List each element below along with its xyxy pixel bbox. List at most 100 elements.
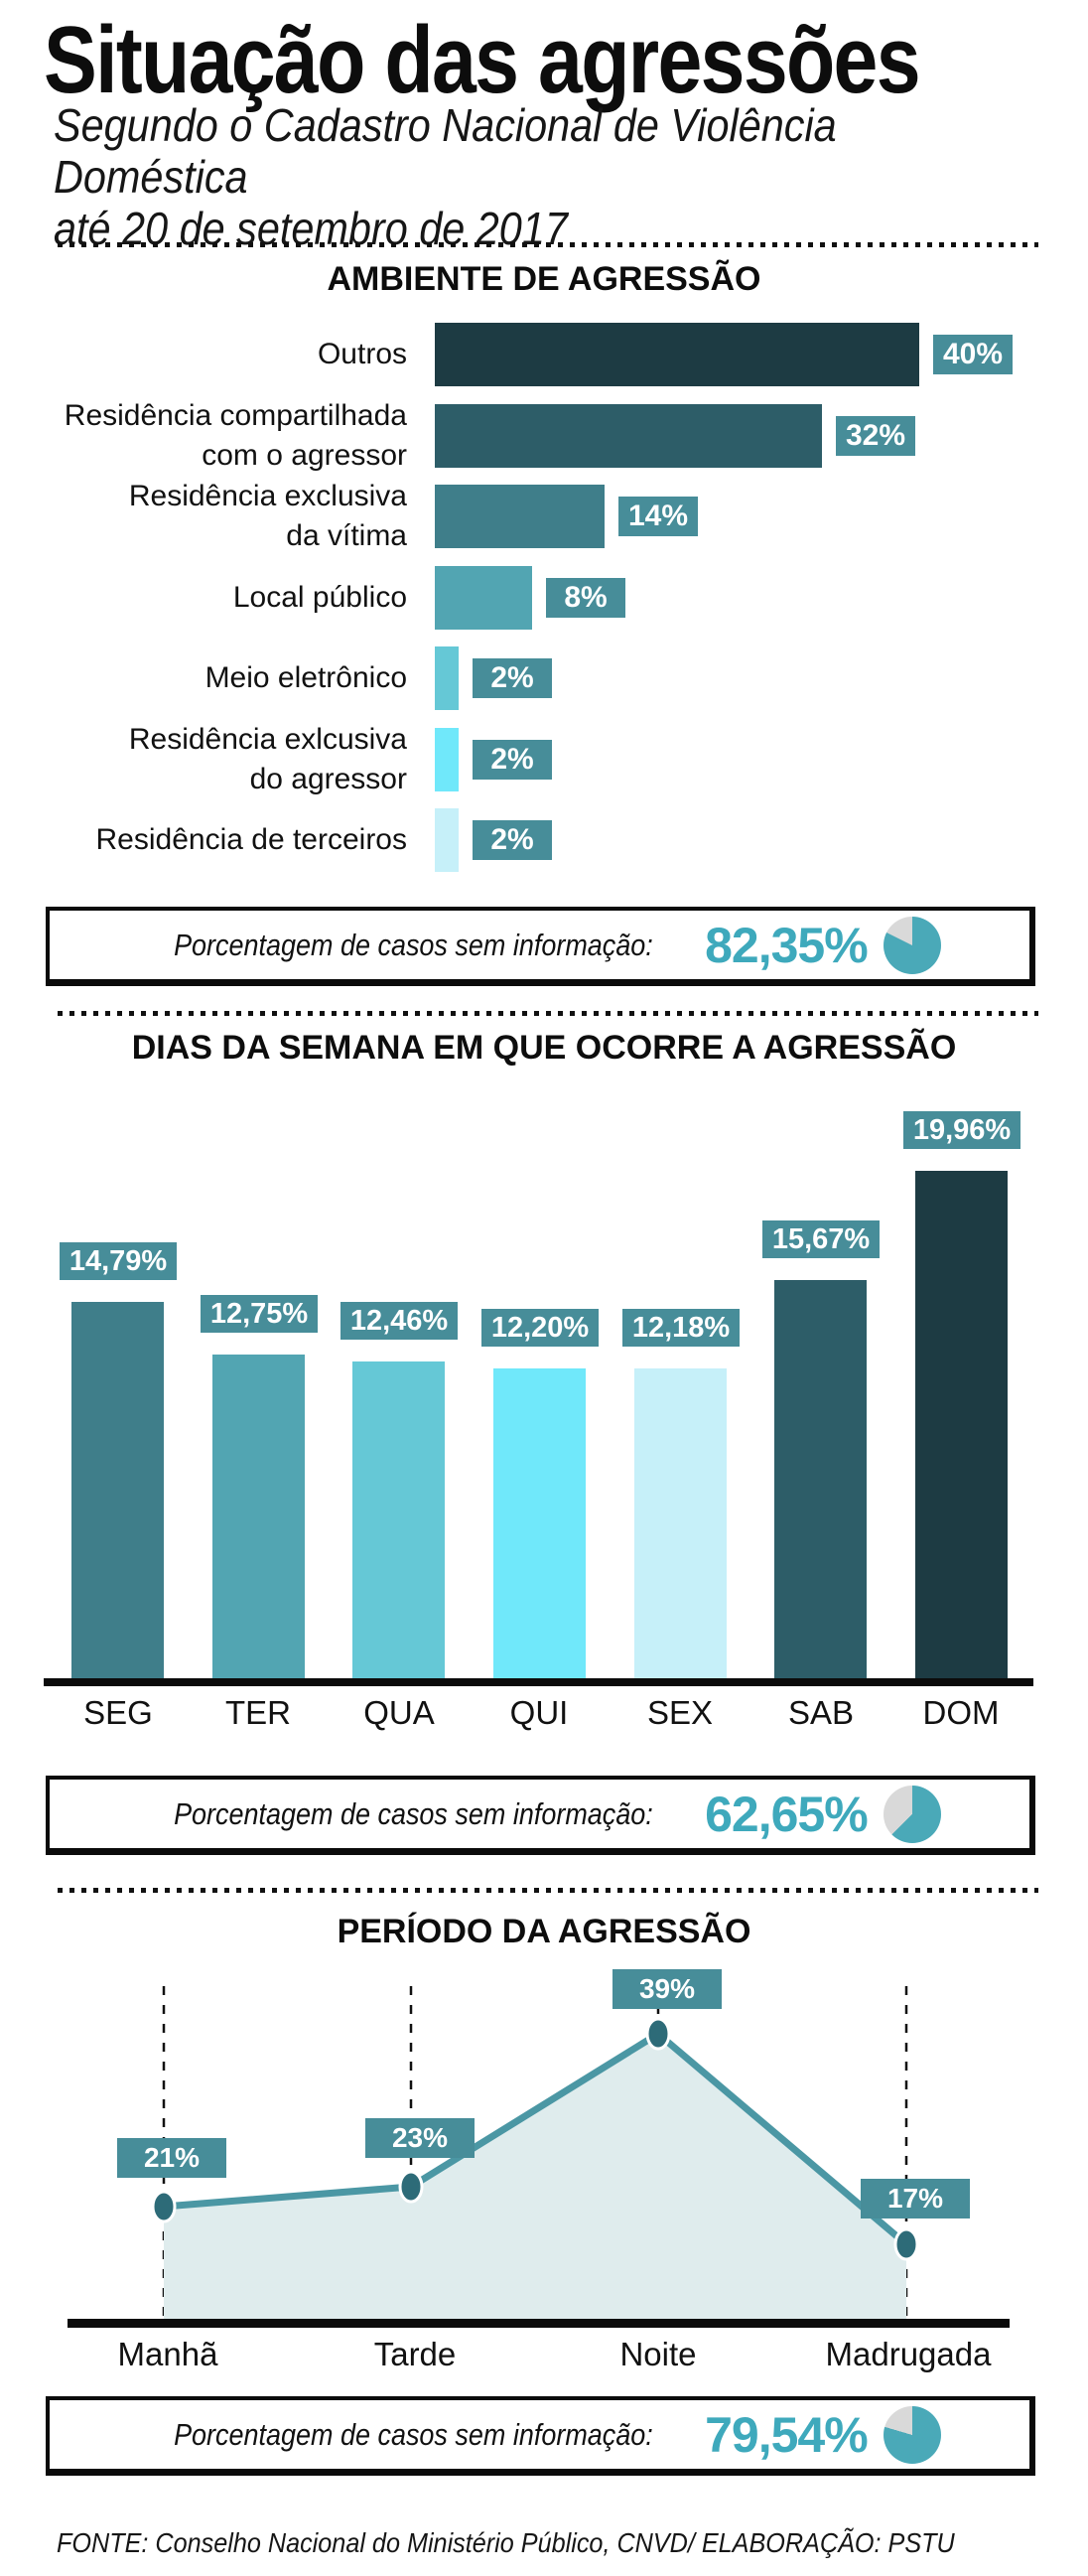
bar-row-residencia-compartilhada: Residência compartilhada com o agressor …: [0, 399, 1088, 472]
bar-row-residencia-terceiros: Residência de terceiros 2%: [0, 808, 1088, 872]
value-badge: 40%: [933, 335, 1013, 374]
no-info-value: 79,54%: [705, 2406, 869, 2463]
v-bar-dom: [915, 1171, 1008, 1678]
dotted-separator: [58, 1011, 1038, 1016]
value-text: 23%: [391, 2122, 449, 2153]
data-point-tarde: [398, 2170, 424, 2204]
bar-label: Residência de terceiros: [95, 823, 408, 856]
value-text: 12,46%: [349, 1304, 449, 1337]
pie-icon: [883, 2405, 941, 2464]
period-area: [164, 2034, 906, 2323]
h-bar: [435, 323, 919, 386]
bar-row-residencia-exclusiva-vitima: Residência exclusiva da vítima 14%: [0, 480, 1088, 552]
value-text: 40%: [942, 338, 1004, 370]
v-bar-sab: [774, 1280, 867, 1678]
h-bar: [435, 646, 459, 710]
value-badge: 8%: [546, 578, 625, 618]
bar-row-outros: Outros 40%: [0, 323, 1088, 386]
data-point-noite: [645, 2017, 671, 2051]
dotted-separator: [58, 242, 1038, 247]
source-credit: FONTE: Conselho Nacional do Ministério P…: [57, 2527, 955, 2558]
value-text: 12,20%: [490, 1311, 590, 1344]
day-label-qui: QUI: [509, 1694, 569, 1731]
value-badge: 15,67%: [762, 1220, 880, 1258]
day-label-ter: TER: [225, 1694, 291, 1731]
bar-row-local-publico: Local público 8%: [0, 566, 1088, 630]
h-bar: [435, 485, 605, 548]
value-text: 12,75%: [209, 1297, 309, 1330]
bar-row-residencia-exclusiva-agressor: Residência exlcusiva do agressor 2%: [0, 723, 1088, 795]
value-text: 32%: [845, 419, 906, 452]
bar-label: Meio eletrônico: [204, 661, 407, 694]
value-text: 19,96%: [912, 1113, 1012, 1146]
value-badge: 14%: [618, 497, 698, 536]
day-label-qua: QUA: [363, 1694, 435, 1731]
value-badge: 2%: [473, 820, 552, 860]
section-title-dias: DIAS DA SEMANA EM QUE OCORRE A AGRESSÃO: [131, 1029, 957, 1067]
page-subtitle: Segundo o Cadastro Nacional de Violência…: [54, 99, 837, 254]
value-badge: 12,20%: [481, 1309, 599, 1347]
bar-label: Outros: [317, 338, 407, 370]
day-label-sab: SAB: [787, 1694, 855, 1731]
page-title: Situação das agressões: [44, 7, 921, 113]
no-info-label: Porcentagem de casos sem informação:: [174, 2416, 654, 2452]
data-point-manha: [151, 2190, 177, 2223]
value-text: 12,18%: [631, 1311, 731, 1344]
v-bar-qua: [352, 1361, 445, 1678]
value-badge: 17%: [861, 2179, 970, 2218]
section-title-ambiente: AMBIENTE DE AGRESSÃO: [327, 260, 761, 298]
v-bar-ter: [212, 1355, 305, 1678]
value-text: 2%: [490, 743, 534, 776]
value-badge: 2%: [473, 658, 552, 698]
bar-row-meio-eletronico: Meio eletrônico 2%: [0, 646, 1088, 710]
value-text: 2%: [490, 661, 534, 694]
value-badge: 19,96%: [903, 1111, 1020, 1149]
value-text: 21%: [143, 2142, 201, 2173]
h-bar: [435, 404, 822, 468]
value-text: 39%: [638, 1973, 696, 2004]
x-axis: [68, 2319, 1010, 2328]
value-text: 2%: [490, 823, 534, 856]
v-bar-sex: [634, 1368, 727, 1678]
value-badge: 12,18%: [622, 1309, 740, 1347]
h-bar: [435, 808, 459, 872]
v-bar-qui: [493, 1368, 586, 1678]
bar-label: Residência compartilhada com o agressor: [64, 399, 407, 472]
no-info-label: Porcentagem de casos sem informação:: [174, 927, 654, 962]
no-info-label: Porcentagem de casos sem informação:: [174, 1795, 654, 1831]
value-text: 14%: [627, 500, 689, 532]
value-badge: 2%: [473, 740, 552, 780]
no-info-value: 82,35%: [705, 917, 869, 973]
period-line: [160, 2030, 910, 2248]
value-text: 15,67%: [771, 1222, 871, 1255]
bar-label: Residência exclusiva da vítima: [128, 480, 407, 552]
period-label-noite: Noite: [619, 2336, 697, 2372]
value-text: 17%: [886, 2183, 944, 2214]
no-info-box-periodo: Porcentagem de casos sem informação: 79,…: [46, 2396, 1035, 2476]
data-point-madrugada: [893, 2227, 919, 2261]
value-badge: 12,46%: [340, 1302, 458, 1340]
h-bar: [435, 728, 459, 791]
x-axis: [44, 1678, 1033, 1686]
dotted-separator: [58, 1888, 1038, 1893]
day-label-dom: DOM: [922, 1694, 1000, 1731]
pie-icon: [883, 916, 941, 974]
no-info-box-dias: Porcentagem de casos sem informação: 62,…: [46, 1776, 1035, 1855]
bar-label: Local público: [232, 581, 407, 614]
h-bar: [435, 566, 532, 630]
period-label-madrugada: Madrugada: [825, 2336, 992, 2372]
period-label-tarde: Tarde: [373, 2336, 457, 2372]
v-bar-seg: [71, 1302, 164, 1678]
day-label-sex: SEX: [646, 1694, 714, 1731]
section-title-periodo: PERÍODO DA AGRESSÃO: [337, 1913, 751, 1950]
day-label-seg: SEG: [83, 1694, 153, 1731]
period-line-chart: [151, 1986, 919, 2323]
value-badge: 23%: [365, 2118, 475, 2158]
value-badge: 21%: [117, 2138, 226, 2178]
value-badge: 39%: [612, 1969, 722, 2009]
value-badge: 32%: [836, 416, 915, 456]
period-label-manha: Manhã: [117, 2336, 218, 2372]
no-info-box-ambiente: Porcentagem de casos sem informação: 82,…: [46, 907, 1035, 986]
value-badge: 12,75%: [201, 1295, 318, 1333]
